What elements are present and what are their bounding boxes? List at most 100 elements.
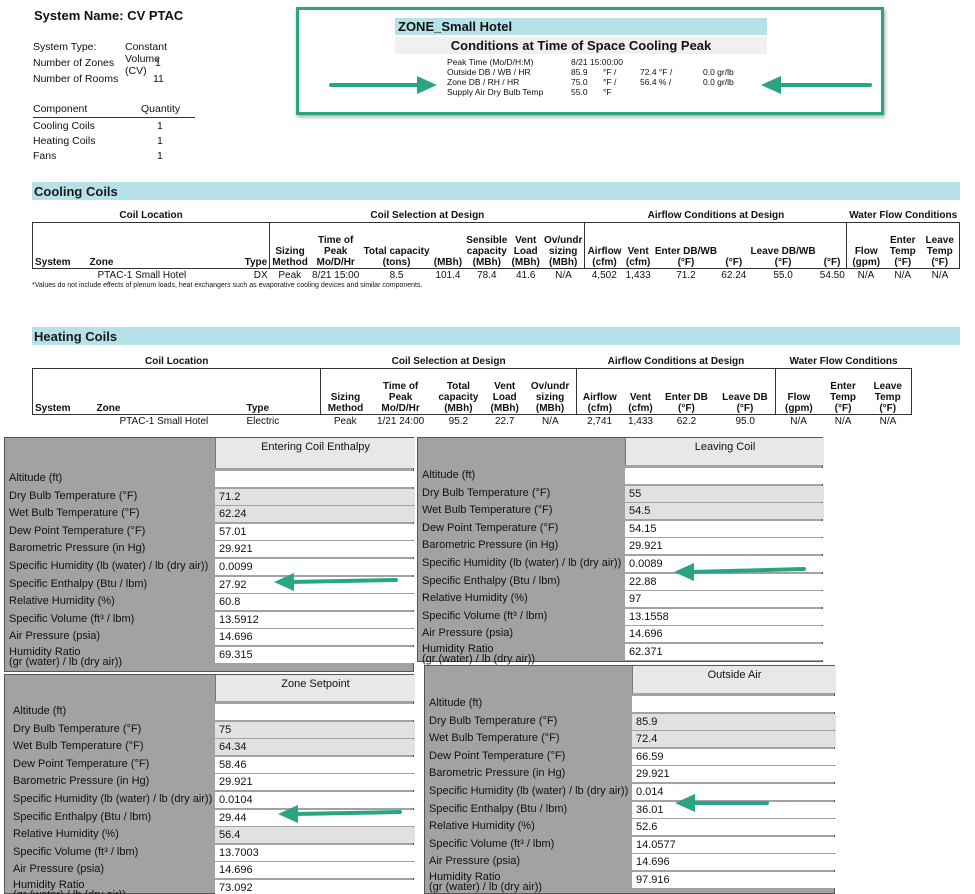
cell: 8.5 xyxy=(389,269,404,281)
row-label-relative-humidity: Relative Humidity (%) xyxy=(422,592,528,605)
row-label-specific-humidity: Specific Humidity (lb (water) / lb (dry … xyxy=(422,557,622,569)
table-row: PTAC-1 Small Hotel DX Peak 8/21 15:00 8.… xyxy=(33,268,960,282)
col-type: Type xyxy=(244,368,322,414)
component-header: Component xyxy=(33,103,88,115)
row-value-air-pressure: 14.696 xyxy=(625,626,824,643)
row-label-altitude: Altitude (ft) xyxy=(9,472,63,484)
zone-conditions-table: Peak Time (Mo/D/H:M) 8/21 15:00:00 Outsi… xyxy=(447,57,747,97)
row-value-humidity-ratio: 97.916 xyxy=(632,872,836,888)
row-label-air-pressure: Air Pressure (psia) xyxy=(13,863,105,876)
row-label-dew-point: Dew Point Temperature (°F) xyxy=(429,749,566,762)
group-water-flow: Water Flow Conditions xyxy=(849,209,958,221)
row-value-altitude xyxy=(215,471,415,487)
peak-time-label: Peak Time (Mo/D/H:M) xyxy=(447,57,534,67)
cell: Peak xyxy=(333,415,357,427)
row-label-specific-enthalpy: Specific Enthalpy (Btu / lbm) xyxy=(9,577,148,590)
cooling-coils-table: Coil Location Coil Selection at Design A… xyxy=(32,209,961,289)
col-ov-undr-sizing: Ov/undr sizing (MBh) xyxy=(524,368,577,414)
cell: 4,502 xyxy=(591,269,617,281)
col-zone: Zone xyxy=(89,256,114,268)
row-value-barometric-pressure: 29.921 xyxy=(215,774,415,791)
outside-wb: 72.4 °F / xyxy=(640,67,673,77)
panel-title: Entering Coil Enthalpy xyxy=(215,438,415,468)
row-label-humidity-ratio-units: (gr (water) / lb (dry air)) xyxy=(429,881,543,893)
col-leave-db: Leave DB/WB (°F) xyxy=(750,245,816,268)
cell: 62.24 xyxy=(721,269,747,281)
cell: 62.2 xyxy=(676,415,697,427)
row-value-relative-humidity: 52.6 xyxy=(632,819,836,836)
group-coil-location: Coil Location xyxy=(119,209,183,221)
cell xyxy=(33,414,95,428)
cell: N/A xyxy=(555,269,572,281)
cell: N/A xyxy=(790,415,807,427)
row-value-altitude xyxy=(632,696,836,712)
row-value-wet-bulb: 72.4 xyxy=(632,731,836,748)
row-label-barometric-pressure: Barometric Pressure (in Hg) xyxy=(422,539,559,552)
outside-db: 85.9 xyxy=(571,67,588,77)
panel-title: Outside Air xyxy=(632,666,836,693)
system-type-label: System Type: xyxy=(33,41,97,53)
row-label-specific-volume: Specific Volume (ft³ / lbm) xyxy=(422,609,548,622)
heating-coils-table: Coil Location Coil Selection at Design A… xyxy=(32,355,913,428)
arrow-left-icon xyxy=(761,76,872,94)
row-value-air-pressure: 14.696 xyxy=(215,629,415,646)
col-leave-temp: Leave Temp (°F) xyxy=(864,368,913,414)
number-zones-label: Number of Zones xyxy=(33,57,115,69)
cell: 1/21 24:00 xyxy=(376,415,425,427)
row-label-relative-humidity: Relative Humidity (%) xyxy=(13,828,119,841)
row-value-dew-point: 54.15 xyxy=(625,520,824,537)
row-value-specific-volume: 13.1558 xyxy=(625,608,824,625)
row-label-relative-humidity: Relative Humidity (%) xyxy=(9,595,115,608)
cell: N/A xyxy=(894,269,912,281)
component-qty: 1 xyxy=(157,150,163,162)
row-value-humidity-ratio: 62.371 xyxy=(625,644,824,660)
row-value-wet-bulb: 62.24 xyxy=(215,506,415,523)
system-name-title: System Name: CV PTAC xyxy=(34,8,184,23)
row-value-altitude xyxy=(625,468,824,484)
cell: 78.4 xyxy=(477,269,497,281)
panel-title: Zone Setpoint xyxy=(215,675,415,701)
panel-entering-coil: Entering Coil Enthalpy Altitude (ft) Dry … xyxy=(4,437,415,672)
row-label-humidity-ratio: Humidity Ratio xyxy=(13,879,85,891)
number-zones-value: 1 xyxy=(155,57,161,69)
row-value-air-pressure: 14.696 xyxy=(632,854,836,871)
cell: 95.0 xyxy=(735,415,755,427)
row-label-humidity-ratio-units: (gr (water) / lb (dry air)) xyxy=(13,890,126,894)
row-label-dry-bulb: Dry Bulb Temperature (°F) xyxy=(429,714,558,727)
zone-conditions-box: ZONE_Small Hotel Conditions at Time of S… xyxy=(296,7,884,115)
cell: Peak xyxy=(278,269,302,281)
row-label-humidity-ratio: Humidity Ratio xyxy=(429,871,501,883)
cell: N/A xyxy=(541,415,559,427)
col-ov-undr-sizing: Ov/undr sizing (MBh) xyxy=(541,222,586,268)
supply-air-unit: °F xyxy=(603,87,612,97)
row-label-dry-bulb: Dry Bulb Temperature (°F) xyxy=(9,489,138,502)
col-total-capacity-mbh: (MBh) xyxy=(433,256,463,268)
row-label-altitude: Altitude (ft) xyxy=(429,697,483,709)
panel-zone-setpoint: Zone Setpoint Altitude (ft) Dry Bulb Temp… xyxy=(4,674,415,894)
arrow-left-icon xyxy=(274,573,398,591)
row-value-relative-humidity: 56.4 xyxy=(215,827,415,844)
row-value-specific-humidity: 0.0104 xyxy=(215,792,415,808)
col-sizing-method: Sizing Method xyxy=(327,391,364,414)
table-row: PTAC-1 Small Hotel Electric Peak 1/21 24… xyxy=(33,414,912,428)
cell: 2,741 xyxy=(587,415,613,427)
row-label-specific-enthalpy: Specific Enthalpy (Btu / lbm) xyxy=(429,802,568,815)
component-qty: 1 xyxy=(157,120,163,132)
system-type-value: Constant Volume (CV) xyxy=(125,41,168,77)
row-value-dry-bulb: 75 xyxy=(215,721,415,738)
cooling-footnote: *Values do not include effects of plenum… xyxy=(32,282,423,289)
group-coil-location: Coil Location xyxy=(145,355,209,367)
row-value-specific-humidity: 0.014 xyxy=(632,784,836,800)
component-name: Fans xyxy=(33,150,57,162)
row-label-dry-bulb: Dry Bulb Temperature (°F) xyxy=(13,722,142,735)
row-value-specific-enthalpy: 22.88 xyxy=(625,573,824,590)
col-zone: Zone xyxy=(96,402,121,414)
peak-time-value: 8/21 15:00:00 xyxy=(571,57,623,67)
row-label-wet-bulb: Wet Bulb Temperature (°F) xyxy=(9,507,140,520)
row-label-dry-bulb: Dry Bulb Temperature (°F) xyxy=(422,486,551,499)
col-flow: Flow (gpm) xyxy=(852,245,881,268)
row-label-specific-humidity: Specific Humidity (lb (water) / lb (dry … xyxy=(9,560,209,572)
component-name: Heating Coils xyxy=(33,135,96,147)
cell: N/A xyxy=(834,415,852,427)
col-leave-temp: Leave Temp (°F) xyxy=(920,222,961,268)
